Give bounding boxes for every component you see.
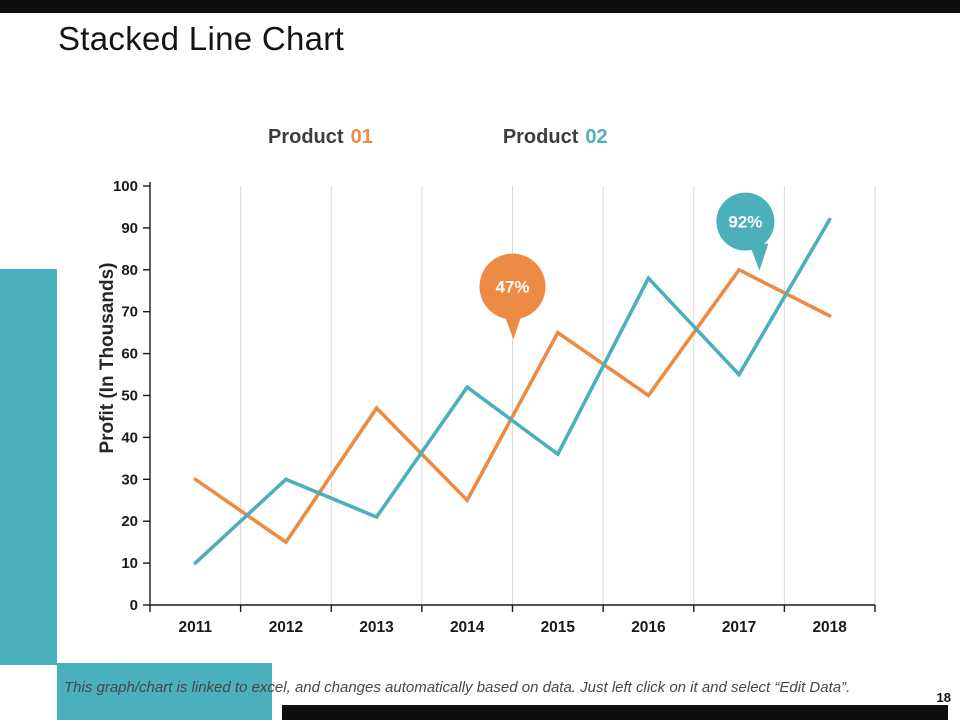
page-number: 18 — [936, 690, 951, 705]
x-tick-label: 2016 — [631, 619, 666, 636]
series-line-1[interactable] — [193, 267, 832, 545]
callout-text: 92% — [728, 213, 762, 232]
y-tick-label: 90 — [121, 220, 138, 237]
callout-bubble-2: 92% — [716, 192, 775, 271]
x-tick-label: 2017 — [722, 619, 756, 636]
y-tick-label: 0 — [130, 597, 138, 614]
x-tick-label: 2012 — [269, 619, 303, 636]
y-tick-label: 80 — [121, 262, 138, 279]
bottom-black-bar — [282, 705, 948, 720]
callout-circle — [479, 253, 546, 320]
y-tick-label: 30 — [121, 471, 138, 488]
callout-circle — [716, 192, 775, 251]
callout-bubble-1: 47% — [479, 253, 546, 340]
x-tick-label: 2011 — [178, 619, 212, 636]
x-tick-label: 2018 — [812, 619, 847, 636]
footnote-text: This graph/chart is linked to excel, and… — [64, 679, 851, 696]
y-tick-label: 50 — [121, 388, 138, 405]
top-accent-bar — [0, 0, 960, 13]
left-accent-bar — [0, 269, 57, 665]
callout-tail — [503, 312, 523, 340]
legend-number: 02 — [585, 126, 608, 148]
x-tick-label: 2013 — [359, 619, 394, 636]
legend-label: Product — [502, 126, 579, 148]
bottom-accent-block — [57, 663, 272, 720]
x-tick-label: 2015 — [541, 619, 576, 636]
slide-title: Stacked Line Chart — [58, 20, 345, 57]
chart-legend: Product 01 Product 02 — [268, 126, 608, 149]
stacked-line-chart[interactable]: 0 10 20 30 40 50 60 70 80 90 100 2011 2012 2013 2014 20… — [95, 175, 895, 640]
callout-tail — [749, 243, 769, 271]
y-tick-label: 60 — [121, 346, 138, 363]
y-tick-label: 20 — [121, 513, 138, 530]
y-tick-label: 70 — [121, 304, 138, 321]
legend-number: 01 — [350, 126, 373, 148]
callout-text: 47% — [495, 278, 529, 297]
y-tick-label: 10 — [121, 555, 138, 572]
y-tick-label: 40 — [121, 429, 138, 446]
legend-label: Product — [268, 126, 344, 148]
legend-item-product-02: Product 02 — [503, 126, 608, 149]
x-tick-label: 2014 — [450, 619, 485, 636]
series-line-2[interactable] — [193, 217, 832, 565]
legend-item-product-01: Product 01 — [268, 126, 373, 149]
y-tick-label: 100 — [113, 178, 138, 195]
